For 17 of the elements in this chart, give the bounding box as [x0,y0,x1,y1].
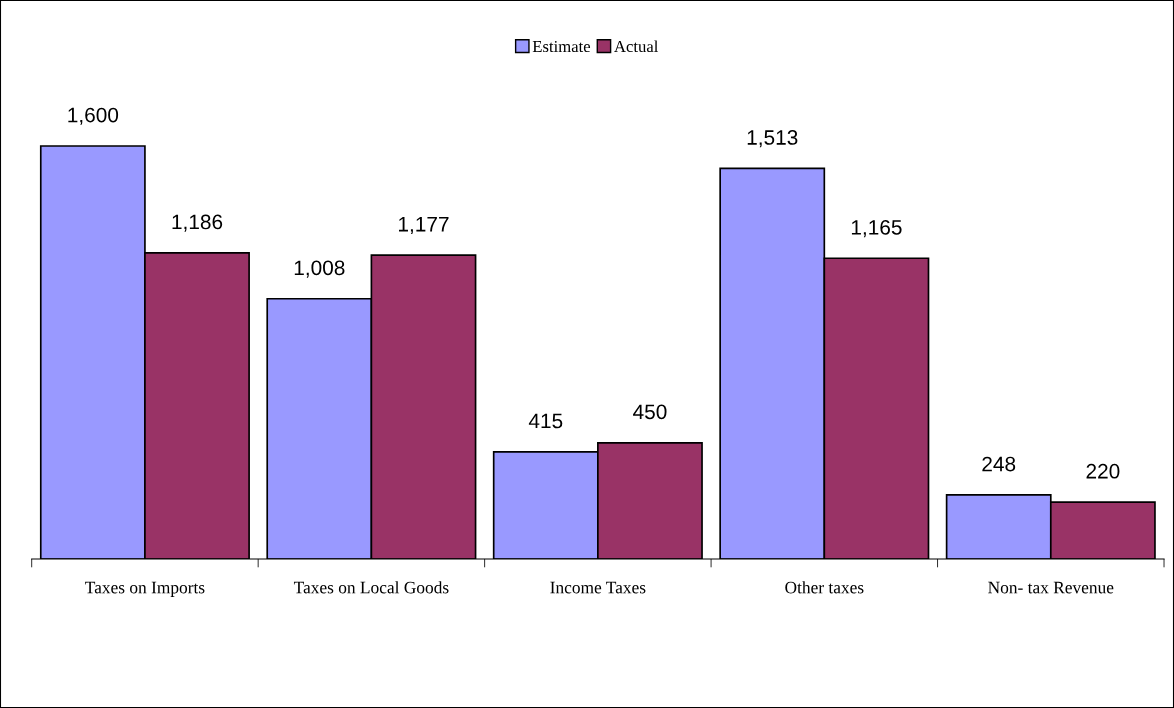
data-label: 1,177 [399,217,449,235]
x-tick-label: Non- tax Revenue [988,581,1114,594]
data-label: 1,008 [294,260,345,278]
x-tick-label: Taxes on Imports [85,581,205,597]
data-label: 1,186 [172,214,223,232]
x-tick-label: Other taxes [785,581,864,594]
data-label: 1,513 [747,130,798,148]
data-label: 248 [982,456,1016,472]
legend-label: Estimate [532,40,591,53]
legend-label: Actual [614,40,659,53]
data-label: 1,165 [851,219,902,238]
data-label: 415 [528,413,563,429]
x-tick-label: Taxes on Local Goods [293,581,449,594]
data-label: 220 [1086,463,1120,479]
data-label: 1,600 [68,107,119,125]
data-label: 450 [633,404,667,420]
x-tick-label: Income Taxes [550,581,646,594]
